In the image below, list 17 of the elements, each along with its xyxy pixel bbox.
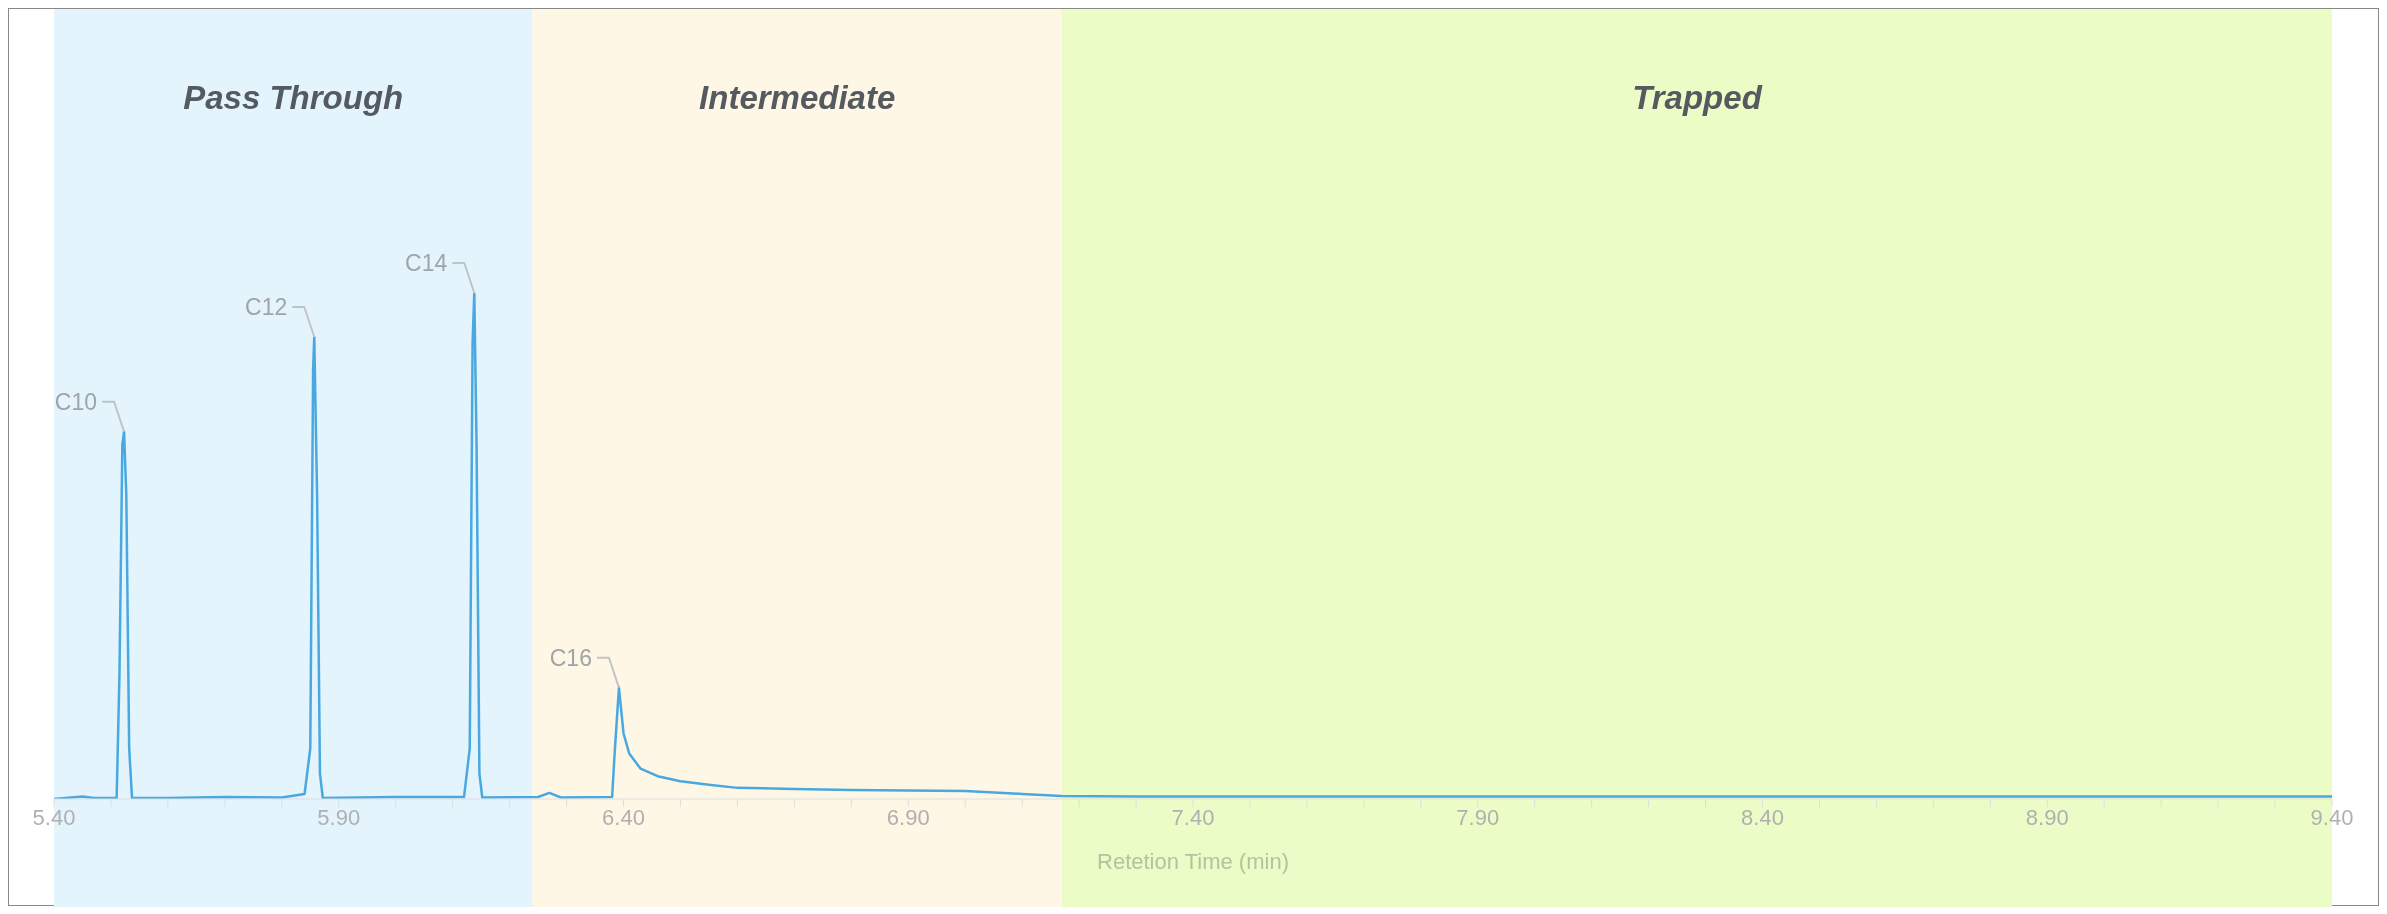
x-tick-label: 5.40 — [32, 804, 76, 830]
band-label: Trapped — [1632, 79, 1763, 116]
x-tick-label: 5.90 — [317, 804, 361, 830]
x-tick-label: 7.40 — [1171, 804, 1215, 830]
band-label: Intermediate — [699, 79, 896, 116]
x-tick-label: 9.40 — [2310, 804, 2354, 830]
x-tick-label: 6.40 — [602, 804, 645, 830]
x-tick-label: 8.40 — [1741, 804, 1784, 830]
x-tick-label: 6.90 — [886, 804, 930, 830]
band-label: Pass Through — [183, 79, 404, 116]
x-tick-label: 7.90 — [1456, 804, 1500, 830]
annotation: C14 — [405, 250, 448, 276]
x-axis-title: Retetion Time (min) — [1097, 849, 1289, 874]
annotation: C12 — [245, 294, 288, 321]
x-tick-label: 8.90 — [2025, 804, 2069, 830]
annotation: C10 — [54, 388, 98, 415]
annotation: C16 — [549, 644, 592, 671]
